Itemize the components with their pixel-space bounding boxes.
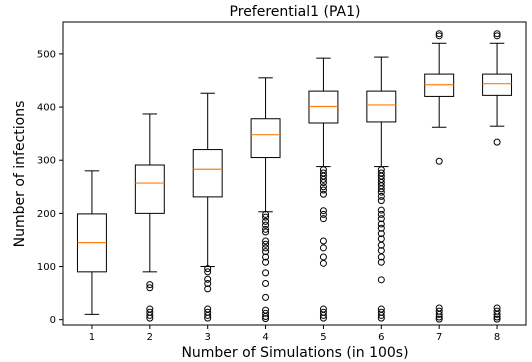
outlier-point — [262, 240, 270, 248]
outlier-point — [262, 315, 270, 323]
outlier-point — [377, 241, 385, 249]
outlier-point — [377, 258, 385, 266]
outlier-point — [204, 275, 212, 283]
outlier-point — [204, 311, 212, 319]
outlier-point — [262, 309, 270, 317]
outlier-point — [377, 230, 385, 238]
outlier-point — [377, 311, 385, 319]
outlier-point — [319, 183, 327, 191]
outlier-point — [319, 179, 327, 187]
outlier-point — [262, 248, 270, 256]
outlier-point — [204, 265, 212, 273]
y-tick-label: 200 — [37, 209, 56, 220]
outlier-point — [493, 32, 501, 40]
outlier-point — [493, 315, 501, 323]
outlier-point — [319, 215, 327, 223]
outlier-point — [377, 276, 385, 284]
outlier-point — [493, 313, 501, 321]
x-tick-label: 5 — [320, 332, 326, 343]
outlier-point — [146, 311, 154, 319]
outlier-point — [262, 280, 270, 288]
x-tick-label: 2 — [147, 332, 153, 343]
x-tick-label: 1 — [89, 332, 95, 343]
box-8 — [482, 73, 513, 96]
x-tick-label: 4 — [262, 332, 268, 343]
box-2 — [134, 164, 165, 214]
box-3 — [192, 149, 223, 198]
outlier-point — [262, 213, 270, 221]
outlier-point — [262, 269, 270, 277]
outlier-point — [377, 188, 385, 196]
outlier-point — [377, 185, 385, 193]
x-tick-label: 6 — [378, 332, 384, 343]
outlier-point — [377, 220, 385, 228]
x-tick-label: 8 — [494, 332, 500, 343]
outlier-point — [262, 228, 270, 236]
outlier-point — [262, 237, 270, 245]
outlier-point — [262, 225, 270, 233]
outlier-point — [319, 311, 327, 319]
outlier-point — [319, 314, 327, 322]
outlier-point — [262, 217, 270, 225]
y-axis-label: Number of infections — [12, 101, 28, 248]
y-tick-label: 0 — [50, 315, 56, 326]
outlier-point — [493, 138, 501, 146]
plot-area: 0 100 200 300 400 500 1 2 3 4 5 6 7 8 — [37, 30, 513, 343]
y-tick-label: 100 — [37, 262, 56, 273]
axes-frame — [62, 21, 527, 326]
outlier-point — [262, 244, 270, 252]
outlier-point — [493, 30, 501, 38]
y-tick-label: 500 — [37, 49, 56, 60]
outlier-point — [435, 313, 443, 321]
outlier-point — [319, 253, 327, 261]
chart-title: Preferential1 (PA1) — [230, 4, 361, 20]
outlier-point — [377, 224, 385, 232]
outlier-point — [146, 281, 154, 289]
outlier-point — [319, 259, 327, 267]
outlier-point — [377, 206, 385, 214]
outlier-point — [204, 280, 212, 288]
outlier-point — [319, 244, 327, 252]
outlier-point — [262, 221, 270, 229]
outlier-point — [435, 30, 443, 38]
outlier-point — [377, 210, 385, 218]
box-6 — [366, 90, 397, 123]
y-tick-label: 300 — [37, 156, 56, 167]
y-tick-label: 400 — [37, 103, 56, 114]
outlier-point — [204, 314, 212, 322]
outlier-point — [262, 293, 270, 301]
outlier-point — [262, 253, 270, 261]
outlier-point — [435, 310, 443, 318]
outlier-point — [377, 192, 385, 200]
outlier-point — [319, 207, 327, 215]
outlier-point — [435, 315, 443, 323]
outlier-point — [319, 190, 327, 198]
x-axis-label: Number of Simulations (in 100s) — [181, 345, 408, 361]
outlier-point — [146, 314, 154, 322]
outlier-point — [204, 285, 212, 293]
outlier-point — [377, 253, 385, 261]
outlier-point — [435, 32, 443, 40]
outlier-point — [262, 312, 270, 320]
outlier-point — [377, 197, 385, 205]
outlier-point — [377, 314, 385, 322]
x-tick-label: 7 — [436, 332, 442, 343]
outlier-point — [493, 310, 501, 318]
outlier-point — [146, 284, 154, 292]
outlier-point — [204, 268, 212, 276]
outlier-point — [319, 210, 327, 218]
box-4 — [250, 118, 281, 159]
outlier-point — [377, 215, 385, 223]
x-tick-label: 3 — [205, 332, 211, 343]
outlier-point — [262, 258, 270, 266]
outlier-point — [319, 237, 327, 245]
outlier-point — [319, 175, 327, 183]
outlier-point — [319, 186, 327, 194]
outlier-point — [262, 210, 270, 218]
outlier-point — [435, 157, 443, 165]
